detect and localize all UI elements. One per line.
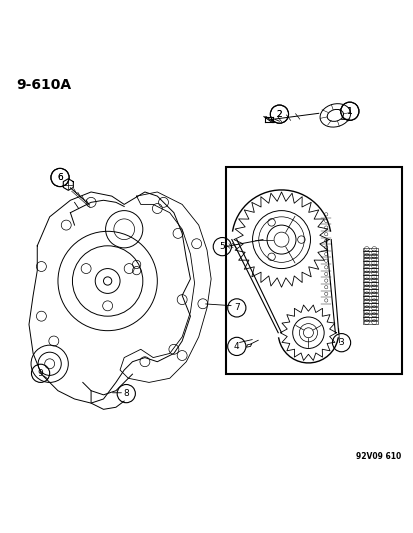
Bar bbox=[362, 269, 377, 271]
Bar bbox=[362, 272, 377, 275]
Text: 3: 3 bbox=[338, 338, 344, 347]
Text: 1: 1 bbox=[346, 107, 352, 116]
Bar bbox=[362, 293, 377, 296]
Bar bbox=[362, 258, 377, 261]
Text: 9-610A: 9-610A bbox=[17, 78, 71, 92]
FancyArrowPatch shape bbox=[250, 340, 258, 344]
Bar bbox=[362, 321, 377, 324]
Bar bbox=[362, 251, 377, 254]
Bar bbox=[362, 289, 377, 292]
Text: 5: 5 bbox=[219, 242, 225, 251]
Text: 2: 2 bbox=[276, 110, 282, 119]
Text: 6: 6 bbox=[57, 173, 63, 182]
Text: 7: 7 bbox=[233, 303, 239, 312]
Bar bbox=[362, 265, 377, 268]
Text: 92V09 610: 92V09 610 bbox=[356, 452, 401, 461]
Text: 8: 8 bbox=[123, 389, 129, 398]
Bar bbox=[362, 255, 377, 257]
Text: 4: 4 bbox=[233, 342, 239, 351]
Text: 1: 1 bbox=[346, 107, 352, 116]
Bar bbox=[362, 303, 377, 306]
Bar bbox=[362, 247, 377, 251]
Text: 2: 2 bbox=[276, 110, 282, 119]
Bar bbox=[362, 279, 377, 282]
Bar bbox=[362, 282, 377, 285]
Text: 6: 6 bbox=[57, 173, 63, 182]
Bar bbox=[362, 276, 377, 278]
Bar bbox=[362, 300, 377, 303]
Bar bbox=[225, 167, 401, 374]
Bar bbox=[362, 286, 377, 289]
Bar bbox=[362, 296, 377, 299]
Bar bbox=[362, 314, 377, 317]
Bar bbox=[362, 262, 377, 264]
Text: 9: 9 bbox=[38, 369, 43, 378]
Bar bbox=[362, 317, 377, 320]
Bar bbox=[362, 307, 377, 310]
Bar bbox=[362, 310, 377, 313]
